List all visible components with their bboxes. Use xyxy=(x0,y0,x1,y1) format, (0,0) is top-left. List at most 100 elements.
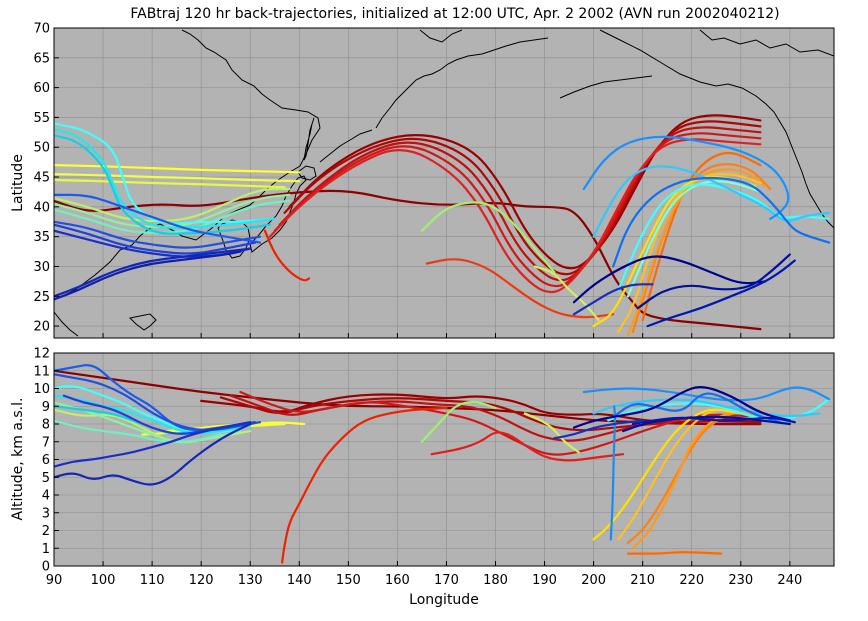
longitude-tick-label: 150 xyxy=(336,573,361,588)
coastline-aleutians xyxy=(559,75,653,99)
altitude-trajectory-line xyxy=(572,386,791,429)
altitude-trajectory-line xyxy=(523,412,580,454)
latitude-trajectory-line xyxy=(268,138,762,294)
longitude-tick-label: 120 xyxy=(189,573,214,588)
latitude-trajectory-line xyxy=(636,253,791,310)
latitude-trajectory-line xyxy=(425,258,615,319)
altitude-trajectory-line xyxy=(626,410,742,544)
altitude-tick-label: 8 xyxy=(42,418,50,433)
altitude-tick-label: 2 xyxy=(42,524,50,539)
altitude-trajectory-line xyxy=(54,419,222,443)
altitude-tick-label: 11 xyxy=(33,364,50,379)
latitude-tick-label: 65 xyxy=(33,51,50,66)
altitude-trajectory-line xyxy=(631,416,796,426)
altitude-trajectory-line xyxy=(200,393,762,426)
altitude-tick-label: 4 xyxy=(42,489,50,504)
longitude-axis-label: Longitude xyxy=(409,592,479,608)
longitude-tick-label: 90 xyxy=(46,573,63,588)
latitude-trajectory-line xyxy=(273,132,762,288)
altitude-plot-frame xyxy=(53,352,835,567)
latitude-trajectory-line xyxy=(626,168,767,337)
latitude-trajectory-line xyxy=(572,255,767,304)
latitude-tick-label: 55 xyxy=(33,111,50,126)
altitude-trajectory-line xyxy=(553,419,644,440)
coastline-kuril xyxy=(319,129,373,163)
latitude-trajectory-line xyxy=(54,164,301,174)
altitude-tick-label: 9 xyxy=(42,400,50,415)
longitude-tick-label: 190 xyxy=(532,573,557,588)
altitude-tick-label: 5 xyxy=(42,471,50,486)
latitude-trajectory-line xyxy=(54,173,301,183)
latitude-trajectory-line xyxy=(54,128,276,229)
latitude-trajectory-line xyxy=(626,180,762,298)
latitude-trajectory-line xyxy=(612,176,831,268)
altitude-trajectory-line xyxy=(420,401,497,443)
altitude-trajectories xyxy=(54,364,831,564)
latitude-trajectory-line xyxy=(533,265,600,322)
altitude-tick-label: 3 xyxy=(42,506,50,521)
latitude-tick-label: 25 xyxy=(33,290,50,305)
coastline-hokkaido xyxy=(297,165,317,181)
coastline-kamchatka xyxy=(375,37,549,129)
latitude-tick-label: 70 xyxy=(33,22,50,37)
latitude-tick-label: 40 xyxy=(33,200,50,215)
longitude-tick-label: 140 xyxy=(287,573,312,588)
coastline-alaska xyxy=(599,29,834,229)
altitude-tick-label: 12 xyxy=(33,347,50,362)
latitude-trajectory-line xyxy=(263,229,311,282)
latitude-trajectory-line xyxy=(54,250,242,301)
latitude-map-panel: 20 25 30 35 40 45 50 55 60 65 70 Latitude xyxy=(10,22,835,339)
altitude-trajectory-line xyxy=(54,421,252,468)
latitude-tick-label: 20 xyxy=(33,320,50,335)
altitude-trajectory-line xyxy=(430,431,625,462)
altitude-tick-label: 10 xyxy=(33,382,50,397)
longitude-tick-label: 220 xyxy=(679,573,704,588)
altitude-tick-label: 6 xyxy=(42,453,50,468)
altitude-trajectory-line xyxy=(239,390,762,456)
altitude-ticks: 90 100 110 120 130 140 150 160 170 180 190 200 210 22… xyxy=(33,347,802,589)
latitude-trajectory-line xyxy=(54,223,257,255)
latitude-trajectory-line xyxy=(572,283,654,316)
latitude-tick-label: 35 xyxy=(33,230,50,245)
longitude-tick-label: 160 xyxy=(385,573,410,588)
coastline-sakhalin xyxy=(303,117,315,161)
altitude-trajectory-line xyxy=(607,398,831,422)
latitude-tick-label: 45 xyxy=(33,171,50,186)
longitude-tick-label: 110 xyxy=(140,573,165,588)
latitude-axis-label: Latitude xyxy=(10,154,26,212)
altitude-axis-label: Altitude, km a.s.l. xyxy=(10,398,26,521)
longitude-tick-label: 130 xyxy=(238,573,263,588)
altitude-trajectory-line xyxy=(229,394,762,442)
latitude-trajectory-line xyxy=(54,193,262,244)
latitude-tick-label: 60 xyxy=(33,81,50,96)
longitude-tick-label: 170 xyxy=(434,573,459,588)
altitude-tick-label: 7 xyxy=(42,435,50,450)
latitude-trajectory-line xyxy=(582,135,790,220)
latitude-trajectory-line xyxy=(646,259,796,328)
altitude-trajectory-line xyxy=(582,386,831,402)
longitude-tick-label: 230 xyxy=(728,573,753,588)
altitude-trajectory-line xyxy=(281,406,448,564)
latitude-trajectory-line xyxy=(420,201,556,274)
latitude-tick-label: 50 xyxy=(33,141,50,156)
coastline-philippines xyxy=(54,311,157,337)
altitude-tick-label: 0 xyxy=(42,560,50,575)
altitude-trajectory-line xyxy=(626,551,723,555)
latitude-trajectory-line xyxy=(54,189,762,331)
altitude-panel: 90 100 110 120 130 140 150 160 170 180 190 200 210 22… xyxy=(10,347,835,608)
latitude-trajectory-line xyxy=(288,114,762,270)
altitude-trajectory-line xyxy=(612,392,782,424)
latitude-plot-frame xyxy=(53,27,835,339)
latitude-ticks: 20 25 30 35 40 45 50 55 60 65 70 xyxy=(33,22,791,338)
coastline-arctic xyxy=(419,29,834,57)
latitude-trajectory-line xyxy=(54,220,262,249)
altitude-trajectory-line xyxy=(592,408,742,541)
longitude-tick-label: 240 xyxy=(777,573,802,588)
altitude-trajectory-line xyxy=(54,422,252,486)
longitude-tick-label: 180 xyxy=(483,573,508,588)
longitude-tick-label: 210 xyxy=(630,573,655,588)
latitude-tick-label: 30 xyxy=(33,260,50,275)
figure-title: FABtraj 120 hr back-trajectories, initia… xyxy=(130,6,779,22)
longitude-tick-label: 100 xyxy=(91,573,116,588)
